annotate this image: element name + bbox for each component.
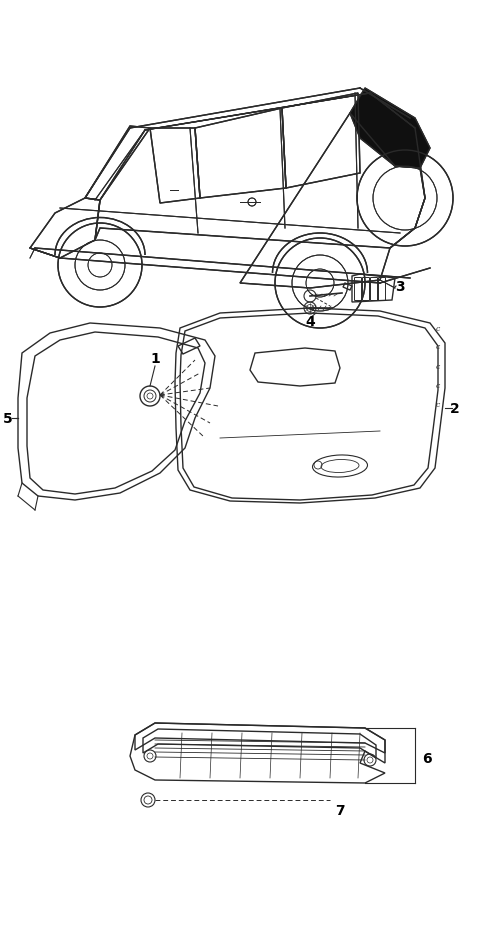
Text: c: c — [436, 363, 440, 370]
Polygon shape — [350, 89, 430, 169]
Text: c: c — [436, 381, 440, 390]
Text: 7: 7 — [335, 803, 345, 818]
Text: 5: 5 — [3, 411, 13, 426]
Text: 2: 2 — [450, 402, 460, 416]
Text: 1: 1 — [150, 352, 160, 366]
Text: 4: 4 — [305, 315, 315, 329]
Polygon shape — [350, 89, 430, 169]
Text: c: c — [436, 325, 440, 332]
Text: 6: 6 — [422, 751, 432, 766]
Text: c: c — [436, 342, 440, 351]
Text: 3: 3 — [395, 279, 405, 293]
Text: c: c — [436, 401, 440, 408]
